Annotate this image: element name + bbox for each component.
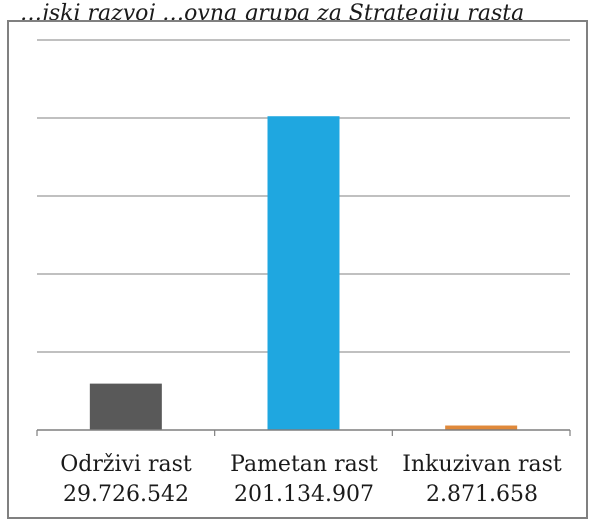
category-label-3: Inkuzivan rast [402, 452, 562, 477]
value-label-1: 29.726.542 [63, 482, 189, 507]
value-label-2: 201.134.907 [234, 482, 374, 507]
x-axis-ticks [36, 430, 571, 436]
category-label-1: Održivi rast [60, 452, 192, 477]
bar-3 [445, 425, 518, 430]
value-label-3: 2.871.658 [426, 482, 538, 507]
bar-2 [267, 116, 340, 430]
category-label-2: Pametan rast [230, 452, 378, 477]
bars [89, 116, 518, 430]
bar-1 [89, 383, 162, 430]
